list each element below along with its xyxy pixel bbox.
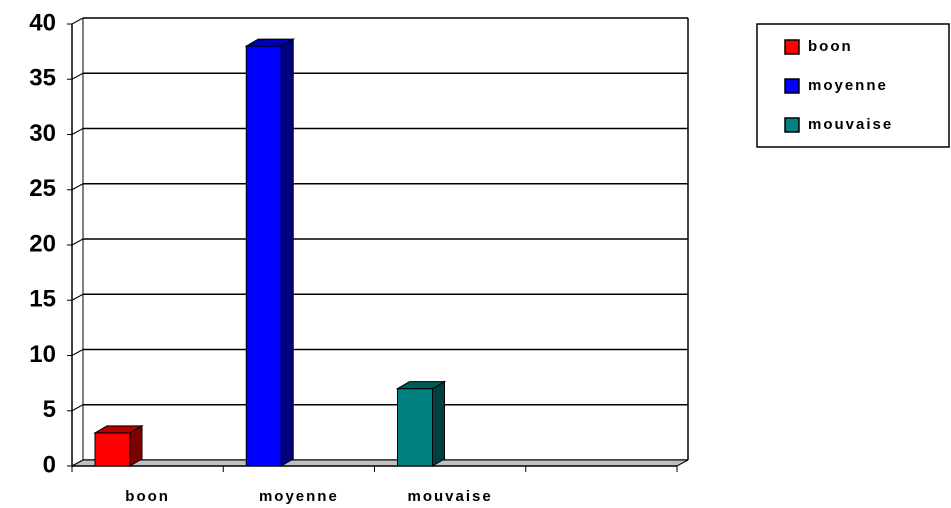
legend-swatch xyxy=(784,117,800,133)
bar-front xyxy=(397,388,433,467)
grid-side xyxy=(71,72,84,80)
legend-swatch xyxy=(784,78,800,94)
bar xyxy=(93,424,144,467)
grid-side xyxy=(71,128,84,135)
y-tick-label: 25 xyxy=(29,175,56,202)
legend-swatch xyxy=(784,39,800,55)
y-tick-label: 20 xyxy=(29,230,56,257)
y-tick-label: 15 xyxy=(29,286,56,313)
bar-front xyxy=(94,432,131,467)
grid-side xyxy=(71,17,84,25)
grid-side xyxy=(71,349,84,356)
bar xyxy=(244,38,296,467)
x-tick-label: mouvaise xyxy=(408,488,493,505)
floor xyxy=(71,459,689,467)
y-tick-label: 40 xyxy=(29,9,56,36)
bar-top xyxy=(93,425,144,434)
legend-label: boon xyxy=(808,38,853,55)
bar-top xyxy=(395,381,447,390)
y-tick-label: 10 xyxy=(29,341,56,368)
bar-side xyxy=(280,38,294,467)
grid-side xyxy=(71,238,84,246)
grid-side xyxy=(71,404,84,412)
bar-side xyxy=(432,380,445,467)
grid-side xyxy=(71,183,84,191)
bar-top xyxy=(244,38,296,47)
grid-side xyxy=(71,293,84,301)
x-tick-label: boon xyxy=(125,488,170,505)
bar xyxy=(395,380,447,467)
legend-label: moyenne xyxy=(808,77,888,94)
y-tick-label: 5 xyxy=(43,396,56,423)
y-tick-label: 35 xyxy=(29,65,56,92)
bar-front xyxy=(245,45,282,467)
legend-label: mouvaise xyxy=(808,116,893,133)
x-tick-label: moyenne xyxy=(259,488,339,505)
y-tick-label: 30 xyxy=(29,120,56,147)
y-tick-label: 0 xyxy=(43,451,56,478)
